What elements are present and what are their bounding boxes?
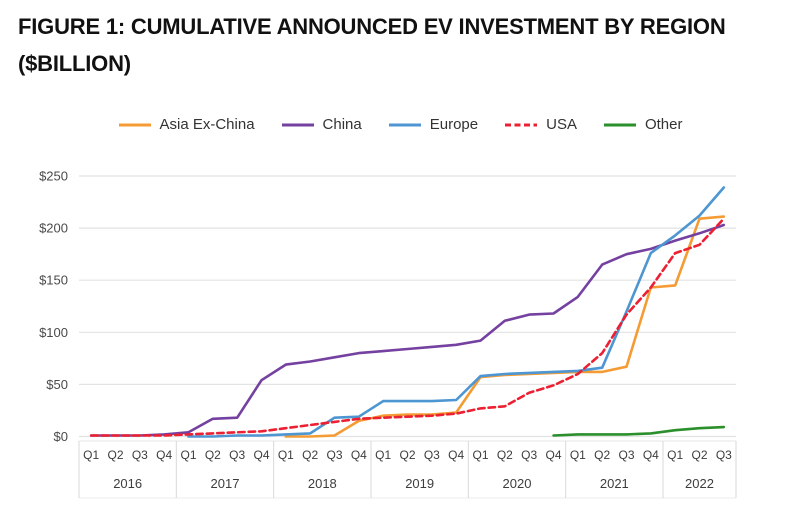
legend-label-other: Other [644, 116, 683, 133]
year-label: 2022 [685, 476, 714, 491]
quarter-label: Q4 [545, 448, 561, 462]
quarter-label: Q4 [351, 448, 367, 462]
series-line-other [552, 425, 726, 437]
legend-item-europe: Europe [388, 116, 478, 133]
quarter-label: Q1 [472, 448, 488, 462]
year-label: 2016 [113, 476, 142, 491]
legend-swatch-usa [505, 123, 538, 126]
quarter-label: Q3 [618, 448, 634, 462]
year-label: 2020 [503, 476, 532, 491]
quarter-label: Q4 [253, 448, 269, 462]
series-line-europe [187, 186, 726, 438]
y-tick-label: $50 [46, 377, 68, 392]
quarter-label: Q1 [278, 448, 294, 462]
quarter-label: Q3 [716, 448, 732, 462]
quarter-label: Q1 [375, 448, 391, 462]
year-label: 2017 [211, 476, 240, 491]
year-label: 2021 [600, 476, 629, 491]
quarter-label: Q1 [570, 448, 586, 462]
chart-canvas: $0 $50 $100 $150 $200 $250 2016 2017 2018 2019 202… [0, 150, 800, 510]
quarter-label: Q2 [205, 448, 221, 462]
y-tick-label: $200 [39, 221, 68, 236]
series-line-asia-ex-china [284, 215, 726, 438]
quarter-label: Q3 [521, 448, 537, 462]
quarter-label: Q1 [180, 448, 196, 462]
legend-label-china: China [322, 116, 362, 133]
quarter-label: Q2 [594, 448, 610, 462]
legend-item-asia-ex-china: Asia Ex-China [118, 116, 255, 133]
legend-label-usa: USA [546, 116, 577, 133]
quarter-label: Q1 [83, 448, 99, 462]
legend-swatch-china [281, 123, 314, 126]
legend-swatch-other [603, 123, 636, 126]
quarter-label: Q2 [691, 448, 707, 462]
legend-label-asia-ex-china: Asia Ex-China [159, 116, 255, 133]
legend-swatch-europe [388, 123, 421, 126]
figure-title: FIGURE 1: CUMULATIVE ANNOUNCED EV INVEST… [18, 14, 726, 76]
y-tick-label: $250 [39, 169, 68, 184]
series-line-china [89, 223, 726, 437]
legend-item-usa: USA [504, 116, 577, 133]
quarter-label: Q2 [107, 448, 123, 462]
y-tick-label: $100 [39, 325, 68, 340]
quarter-label: Q3 [424, 448, 440, 462]
quarter-label: Q2 [302, 448, 318, 462]
quarter-label: Q1 [667, 448, 683, 462]
quarter-label: Q2 [497, 448, 513, 462]
quarter-label: Q3 [326, 448, 342, 462]
y-tick-label: $0 [54, 429, 68, 444]
year-label: 2019 [405, 476, 434, 491]
quarter-label: Q3 [229, 448, 245, 462]
legend-item-china: China [281, 116, 362, 133]
quarter-label: Q4 [156, 448, 172, 462]
legend-label-europe: Europe [429, 116, 479, 133]
quarter-label: Q4 [448, 448, 464, 462]
quarter-label: Q3 [132, 448, 148, 462]
quarter-label: Q2 [399, 448, 415, 462]
year-label: 2018 [308, 476, 337, 491]
quarter-label: Q4 [643, 448, 659, 462]
series-line-usa [89, 217, 726, 437]
chart-legend: Asia Ex-China China Europe USA Other [0, 116, 800, 133]
legend-swatch-asia-ex-china [118, 123, 151, 126]
legend-item-other: Other [603, 116, 683, 133]
y-tick-label: $150 [39, 273, 68, 288]
